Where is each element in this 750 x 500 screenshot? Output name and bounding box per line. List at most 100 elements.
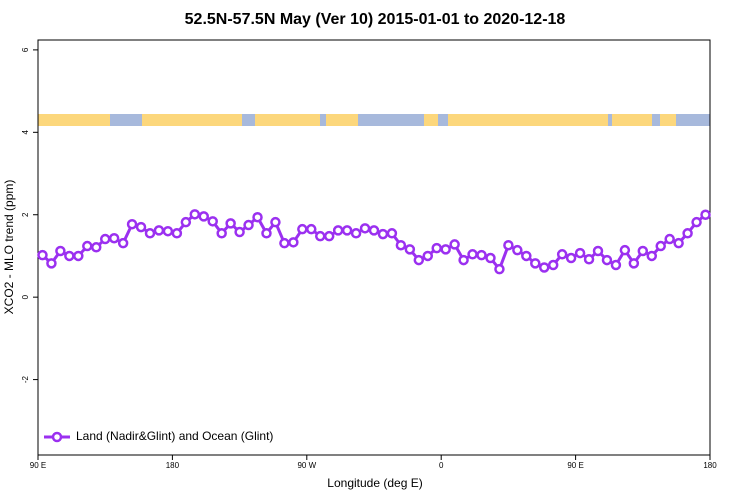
x-tick-label: 0 <box>439 461 444 470</box>
data-point <box>279 237 290 249</box>
y-axis-label: XCO2 - MLO trend (ppm) <box>2 180 16 315</box>
x-tick-label: 90 E <box>567 461 583 470</box>
data-point <box>288 237 299 248</box>
data-point <box>691 216 702 228</box>
data-point <box>314 230 326 242</box>
data-point <box>117 237 129 249</box>
data-point <box>82 240 93 252</box>
x-tick-label: 180 <box>166 461 180 470</box>
x-axis-label: Longitude (deg E) <box>327 476 422 490</box>
land-patch <box>660 114 676 126</box>
y-tick-label: -2 <box>21 375 30 383</box>
data-point <box>610 259 622 271</box>
land-patch <box>612 114 652 126</box>
data-point <box>431 242 442 254</box>
data-point <box>73 250 84 262</box>
data-point <box>530 258 541 269</box>
data-point <box>521 250 532 262</box>
data-point <box>458 254 469 266</box>
data-point <box>664 233 675 245</box>
data-point <box>485 252 496 264</box>
data-point <box>512 244 523 256</box>
x-tick-label: 90 W <box>297 461 316 470</box>
data-point <box>422 250 434 262</box>
land-patch <box>255 114 320 126</box>
data-point <box>153 225 165 236</box>
data-point <box>628 258 640 269</box>
data-point <box>243 219 254 231</box>
data-point <box>619 244 631 256</box>
data-point <box>574 247 586 259</box>
y-tick-label: 4 <box>21 130 30 135</box>
x-tick-label: 90 E <box>30 461 46 470</box>
x-tick-label: 180 <box>703 461 717 470</box>
data-point <box>592 245 604 257</box>
data-point <box>64 250 75 262</box>
data-point <box>180 216 192 228</box>
y-tick-label: 6 <box>21 47 30 52</box>
data-point <box>270 216 281 228</box>
data-point <box>682 228 693 239</box>
data-point <box>46 258 57 269</box>
legend-label: Land (Nadir&Glint) and Ocean (Glint) <box>76 429 273 443</box>
data-point <box>494 263 505 275</box>
data-point <box>547 259 559 271</box>
ocean-strip <box>38 114 710 126</box>
data-point <box>404 244 416 255</box>
land-patch <box>326 114 358 126</box>
data-point <box>377 228 389 240</box>
data-point <box>323 230 335 242</box>
data-point <box>646 250 658 262</box>
data-point <box>637 245 649 257</box>
data-point <box>368 225 380 236</box>
data-point <box>386 228 398 239</box>
data-point <box>144 228 156 239</box>
data-point <box>601 254 613 266</box>
data-point <box>306 223 317 235</box>
data-point <box>189 209 201 220</box>
data-point <box>99 233 111 245</box>
plot-frame <box>37 39 711 456</box>
land-patch <box>38 114 110 126</box>
chart-title: 52.5N-57.5N May (Ver 10) 2015-01-01 to 2… <box>185 11 566 28</box>
data-point <box>297 223 308 235</box>
data-point <box>359 223 371 234</box>
data-point <box>413 254 425 266</box>
data-point <box>198 211 210 222</box>
land-patch <box>142 114 242 126</box>
data-point <box>37 249 48 261</box>
data-point <box>350 228 362 239</box>
data-point <box>171 228 183 239</box>
data-point <box>700 209 711 220</box>
data-point <box>332 225 344 236</box>
data-point <box>162 225 174 237</box>
legend-marker <box>51 431 63 443</box>
data-point <box>55 245 66 257</box>
data-point <box>108 232 120 244</box>
data-point <box>216 228 227 239</box>
data-point <box>538 262 550 273</box>
data-point <box>449 239 460 250</box>
data-point <box>90 242 102 253</box>
data-point <box>341 225 353 236</box>
data-point <box>583 253 595 265</box>
legend: Land (Nadir&Glint) and Ocean (Glint) <box>44 429 273 443</box>
land-patch <box>448 114 608 126</box>
y-tick-label: 0 <box>21 294 30 299</box>
map-strip <box>38 114 710 126</box>
data-point <box>225 218 236 229</box>
data-point <box>126 218 138 230</box>
data-point <box>252 211 263 223</box>
data-point <box>261 228 272 239</box>
data-point <box>565 252 577 264</box>
data-point <box>556 249 568 260</box>
data-point <box>440 244 451 255</box>
data-point <box>135 221 147 233</box>
data-point <box>207 216 218 227</box>
data-point <box>655 240 666 252</box>
data-point <box>476 249 487 261</box>
data-point <box>673 237 684 249</box>
data-point <box>234 226 245 238</box>
data-point <box>395 239 407 251</box>
